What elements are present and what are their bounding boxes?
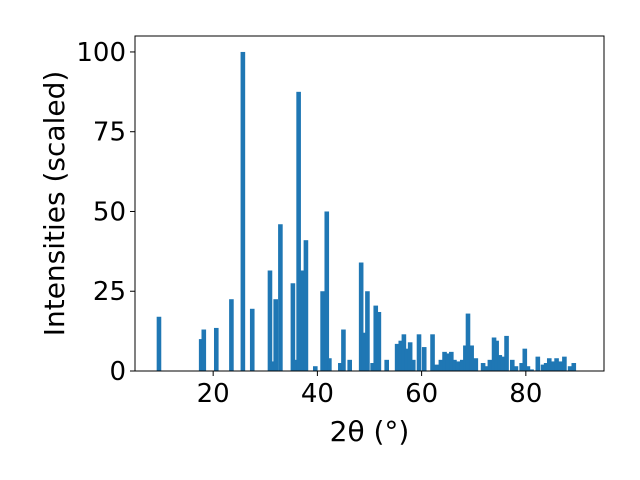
- bar: [303, 240, 309, 371]
- bar: [465, 313, 471, 371]
- bar: [484, 366, 490, 371]
- y-axis-label: Intensities (scaled): [38, 71, 71, 337]
- bar: [293, 359, 298, 371]
- bar: [347, 359, 352, 371]
- bar: [459, 359, 465, 371]
- bar: [491, 337, 497, 371]
- bar: [522, 348, 528, 371]
- bar: [373, 305, 379, 371]
- bar: [198, 339, 204, 371]
- bar: [543, 363, 549, 371]
- bar: [300, 270, 306, 371]
- bar: [557, 361, 563, 371]
- bar: [571, 363, 577, 371]
- x-tick-label: 80: [509, 379, 542, 409]
- bar: [394, 343, 400, 371]
- bar: [398, 340, 404, 371]
- bar: [273, 299, 278, 371]
- bar: [434, 364, 440, 371]
- x-tick-label: 20: [197, 379, 230, 409]
- bar: [554, 358, 559, 371]
- bar: [540, 364, 546, 371]
- bar: [365, 291, 370, 371]
- bar: [361, 332, 367, 371]
- bar: [525, 366, 531, 371]
- x-axis-label: 2θ (°): [330, 415, 410, 448]
- bar: [455, 361, 461, 371]
- bar: [497, 355, 503, 371]
- bar: [290, 283, 296, 371]
- bar: [430, 334, 435, 371]
- y-tick-label: 100: [76, 38, 126, 68]
- bar: [546, 358, 552, 371]
- bar: [156, 316, 162, 371]
- bar: [500, 356, 506, 371]
- bar: [562, 356, 567, 371]
- bar: [320, 291, 325, 371]
- plot-frame: [134, 35, 605, 372]
- y-tick-label: 50: [93, 197, 126, 227]
- bar: [327, 358, 332, 371]
- bar: [201, 329, 207, 371]
- bar: [504, 335, 509, 371]
- bar: [509, 359, 515, 371]
- bar: [267, 270, 273, 371]
- bar: [449, 351, 454, 371]
- bar: [519, 363, 524, 371]
- x-tick-label: 40: [301, 379, 334, 409]
- bar: [313, 366, 318, 371]
- bar: [407, 342, 413, 371]
- y-tick-label: 0: [109, 357, 126, 387]
- bar: [376, 311, 382, 371]
- bar: [338, 363, 343, 371]
- x-tick-label: 60: [405, 379, 438, 409]
- bar: [463, 345, 468, 371]
- bar: [401, 334, 407, 371]
- y-axis-ticks: 0 25 50 75 100: [76, 38, 135, 387]
- bars-group: [156, 51, 577, 371]
- bar: [529, 369, 534, 371]
- bar: [513, 366, 519, 371]
- bar: [416, 334, 422, 371]
- bar: [473, 358, 479, 371]
- bar: [421, 347, 427, 371]
- bar: [229, 299, 234, 371]
- bar: [213, 327, 219, 371]
- bar: [240, 51, 246, 371]
- bar: [341, 329, 346, 371]
- bar: [370, 363, 375, 371]
- bar: [442, 351, 447, 371]
- bar: [487, 359, 493, 371]
- bar: [410, 359, 416, 371]
- bar: [296, 91, 301, 371]
- bar: [550, 361, 556, 371]
- bar: [324, 211, 330, 371]
- x-axis-ticks: 20 40 60 80: [197, 371, 542, 409]
- bar: [452, 359, 457, 371]
- bar: [469, 345, 474, 371]
- bar: [358, 262, 364, 371]
- bar: [278, 224, 283, 371]
- y-tick-label: 75: [93, 118, 126, 148]
- bar: [480, 363, 486, 371]
- bar: [535, 356, 541, 371]
- bar: [438, 359, 444, 371]
- y-tick-label: 25: [93, 277, 126, 307]
- bar: [567, 366, 573, 371]
- bar: [249, 308, 255, 371]
- bar: [445, 353, 450, 371]
- bar: [384, 359, 389, 371]
- bar: [404, 348, 410, 371]
- bar: [494, 340, 499, 371]
